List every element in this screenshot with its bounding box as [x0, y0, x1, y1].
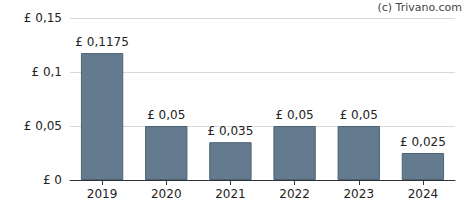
- svg-text:£ 0,05: £ 0,05: [24, 119, 62, 133]
- svg-text:2023: 2023: [343, 187, 374, 200]
- svg-text:£ 0,035: £ 0,035: [208, 124, 254, 138]
- svg-text:(c) Trivano.com: (c) Trivano.com: [377, 1, 462, 14]
- svg-text:£ 0,1: £ 0,1: [31, 65, 62, 79]
- svg-text:£ 0,05: £ 0,05: [275, 108, 313, 122]
- svg-text:£ 0,025: £ 0,025: [400, 135, 446, 149]
- svg-text:2021: 2021: [215, 187, 246, 200]
- svg-text:2022: 2022: [279, 187, 310, 200]
- svg-text:£ 0,1175: £ 0,1175: [75, 35, 128, 49]
- svg-text:£ 0: £ 0: [43, 173, 62, 187]
- svg-text:£ 0,15: £ 0,15: [24, 11, 62, 25]
- svg-text:£ 0,05: £ 0,05: [340, 108, 378, 122]
- svg-text:£ 0,05: £ 0,05: [147, 108, 185, 122]
- svg-text:2024: 2024: [408, 187, 439, 200]
- svg-text:2020: 2020: [151, 187, 182, 200]
- svg-text:2019: 2019: [87, 187, 118, 200]
